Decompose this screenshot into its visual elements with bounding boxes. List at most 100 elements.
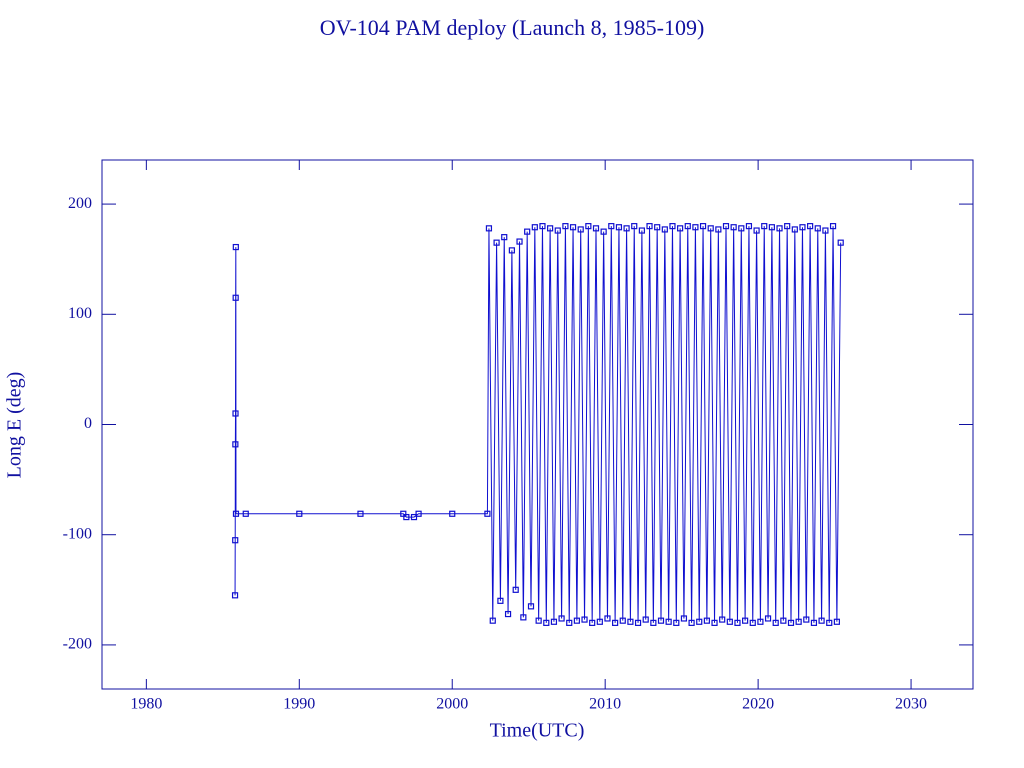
data-point bbox=[619, 617, 626, 624]
data-point bbox=[520, 614, 527, 621]
data-point bbox=[638, 227, 645, 234]
data-point bbox=[489, 617, 496, 624]
x-tick-label: 2000 bbox=[436, 696, 468, 713]
data-point bbox=[604, 615, 611, 622]
y-tick-label: 200 bbox=[68, 195, 92, 212]
data-point bbox=[742, 617, 749, 624]
data-point bbox=[833, 618, 840, 625]
data-point bbox=[242, 510, 249, 517]
data-point bbox=[673, 619, 680, 626]
data-point bbox=[410, 513, 418, 521]
y-tick-label: -100 bbox=[63, 525, 92, 542]
data-point bbox=[566, 619, 573, 626]
data-point bbox=[818, 617, 825, 624]
data-point bbox=[573, 617, 580, 624]
data-point bbox=[829, 223, 837, 230]
y-tick-label: -200 bbox=[63, 636, 92, 653]
data-point bbox=[799, 224, 806, 231]
data-point bbox=[232, 410, 239, 417]
data-point bbox=[822, 227, 829, 234]
data-point bbox=[707, 225, 714, 232]
data-point bbox=[749, 619, 756, 626]
data-point bbox=[497, 597, 504, 604]
data-point bbox=[807, 223, 814, 230]
data-point bbox=[232, 243, 239, 251]
chart-title: OV-104 PAM deploy (Launch 8, 1985-109) bbox=[320, 15, 705, 40]
data-point bbox=[757, 618, 764, 625]
data-point bbox=[232, 510, 240, 517]
data-point bbox=[569, 224, 577, 231]
data-point bbox=[562, 223, 569, 230]
data-point bbox=[231, 592, 239, 599]
data-line bbox=[234, 226, 842, 623]
data-point bbox=[654, 224, 661, 231]
data-point bbox=[761, 223, 768, 230]
data-point bbox=[810, 619, 818, 626]
data-point bbox=[696, 618, 703, 625]
data-point bbox=[642, 616, 649, 623]
data-point bbox=[795, 618, 802, 625]
data-point bbox=[631, 223, 638, 230]
data-point bbox=[684, 223, 691, 230]
data-point bbox=[791, 226, 798, 233]
data-point bbox=[726, 618, 733, 625]
data-point bbox=[634, 619, 642, 626]
data-point bbox=[692, 224, 699, 231]
x-tick-label: 2020 bbox=[742, 696, 774, 713]
data-point bbox=[688, 619, 695, 626]
data-point bbox=[535, 617, 542, 624]
data-point bbox=[504, 610, 512, 618]
data-point bbox=[592, 225, 600, 232]
data-point bbox=[612, 619, 619, 626]
data-point bbox=[232, 537, 239, 544]
data-point bbox=[547, 225, 554, 232]
data-point bbox=[776, 225, 783, 232]
data-point bbox=[232, 294, 239, 301]
data-point bbox=[661, 226, 668, 233]
x-axis-label: Time(UTC) bbox=[490, 720, 585, 742]
data-point bbox=[581, 616, 588, 623]
data-point bbox=[512, 586, 519, 593]
data-point bbox=[677, 225, 684, 232]
data-point bbox=[780, 617, 787, 624]
data-point bbox=[232, 441, 239, 448]
data-point bbox=[826, 619, 833, 626]
data-point bbox=[623, 225, 630, 232]
data-point bbox=[719, 616, 726, 623]
data-point bbox=[296, 510, 303, 517]
data-point bbox=[787, 619, 795, 626]
data-point bbox=[550, 618, 558, 625]
data-point bbox=[600, 228, 607, 235]
y-tick-label: 0 bbox=[84, 415, 92, 432]
data-point bbox=[589, 619, 596, 626]
x-tick-label: 2030 bbox=[895, 696, 927, 713]
data-point bbox=[596, 618, 603, 625]
x-tick-label: 2010 bbox=[589, 696, 621, 713]
data-point bbox=[657, 617, 665, 624]
data-point bbox=[403, 513, 410, 521]
plot-frame bbox=[101, 159, 974, 690]
data-point bbox=[734, 619, 741, 626]
data-point bbox=[753, 227, 760, 234]
data-point bbox=[627, 618, 634, 625]
data-point bbox=[715, 226, 722, 233]
data-point bbox=[772, 619, 779, 626]
data-point bbox=[738, 225, 745, 232]
data-point bbox=[558, 615, 565, 622]
data-point bbox=[615, 224, 623, 231]
data-point bbox=[527, 603, 535, 610]
data-point bbox=[764, 615, 772, 622]
data-point bbox=[516, 238, 523, 245]
data-point bbox=[814, 225, 821, 232]
data-point bbox=[357, 510, 364, 517]
data-point bbox=[484, 510, 491, 517]
data-point bbox=[768, 224, 775, 231]
data-point bbox=[722, 223, 730, 230]
data-point bbox=[745, 223, 753, 230]
data-point bbox=[493, 239, 500, 246]
data-point bbox=[449, 510, 456, 517]
data-point bbox=[803, 616, 810, 623]
data-point bbox=[539, 223, 546, 230]
data-point bbox=[531, 224, 538, 231]
